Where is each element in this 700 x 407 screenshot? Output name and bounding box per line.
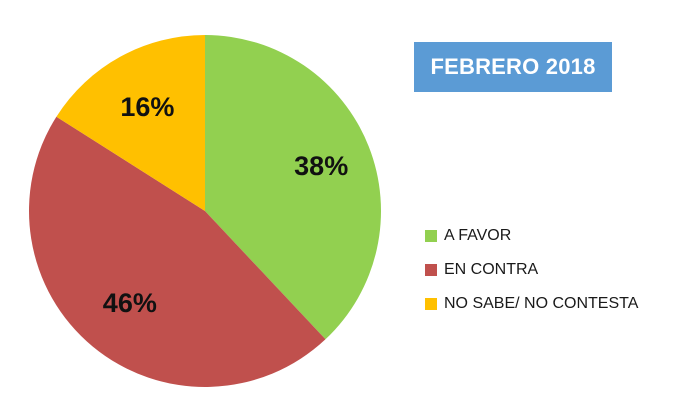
legend-label-en-contra: EN CONTRA [444,261,539,278]
pie-slice-0 [205,35,382,340]
legend-swatch-no-sabe [425,298,437,310]
legend-label-a-favor: A FAVOR [444,227,512,244]
pie-slice-2 [56,35,205,211]
pie-slice-1 [28,116,326,388]
slice-label-0: 38% [294,151,348,181]
legend: A FAVOR EN CONTRA NO SABE/ NO CONTESTA [425,219,638,321]
slice-label-2: 16% [120,92,174,122]
chart-title: FEBRERO 2018 [414,42,612,92]
legend-item-en-contra: EN CONTRA [425,253,638,287]
legend-label-no-sabe: NO SABE/ NO CONTESTA [444,295,639,312]
legend-item-a-favor: A FAVOR [425,219,638,253]
slice-label-1: 46% [103,288,157,318]
legend-swatch-a-favor [425,230,437,242]
legend-swatch-en-contra [425,264,437,276]
legend-item-no-sabe: NO SABE/ NO CONTESTA [425,287,638,321]
